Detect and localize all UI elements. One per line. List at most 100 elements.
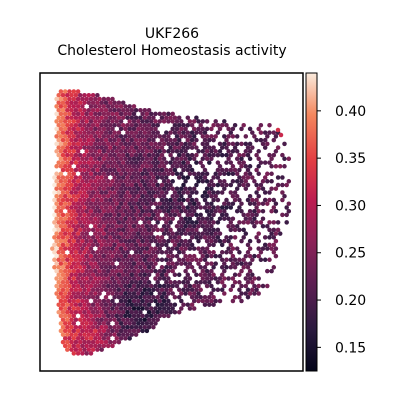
spot xyxy=(123,246,128,251)
spot xyxy=(148,216,154,221)
spot xyxy=(69,235,74,240)
spot xyxy=(101,96,107,102)
spot xyxy=(120,242,126,248)
spot xyxy=(148,149,154,154)
spot xyxy=(267,160,272,165)
spot xyxy=(52,212,57,218)
spot xyxy=(239,201,244,206)
spot xyxy=(265,179,270,184)
spot xyxy=(185,167,191,173)
spot xyxy=(211,220,216,225)
spot xyxy=(215,182,221,188)
spot xyxy=(60,235,66,240)
spot xyxy=(185,130,191,135)
spot xyxy=(133,115,139,120)
spot xyxy=(228,220,234,225)
spot xyxy=(245,182,251,188)
spot xyxy=(260,186,266,191)
spot xyxy=(97,343,102,349)
spot xyxy=(112,324,117,330)
spot xyxy=(234,223,240,229)
spot xyxy=(213,134,218,139)
spot xyxy=(155,152,160,158)
spot xyxy=(237,175,242,180)
spot xyxy=(65,257,70,263)
spot xyxy=(88,268,94,274)
spot xyxy=(204,223,210,229)
spot xyxy=(103,227,109,233)
spot xyxy=(95,107,100,113)
spot xyxy=(95,182,100,188)
spot xyxy=(241,235,246,240)
spot xyxy=(204,246,210,251)
spot xyxy=(127,164,132,169)
spot xyxy=(80,208,85,214)
spot xyxy=(131,313,137,319)
spot xyxy=(125,197,130,203)
spot xyxy=(232,280,238,285)
spot xyxy=(247,171,253,177)
spot xyxy=(114,231,120,236)
spot xyxy=(125,175,130,180)
spot xyxy=(54,104,59,109)
spot xyxy=(153,141,158,147)
spot xyxy=(155,317,160,322)
spot xyxy=(151,212,156,218)
spot xyxy=(267,190,272,195)
spot xyxy=(93,171,98,177)
spot xyxy=(164,250,169,255)
spot xyxy=(136,141,141,147)
spot xyxy=(84,216,89,221)
spot xyxy=(142,137,148,143)
spot xyxy=(157,141,163,147)
spot xyxy=(129,197,135,203)
spot xyxy=(151,235,156,240)
spot xyxy=(284,212,289,218)
spot xyxy=(129,190,135,195)
spot xyxy=(140,186,145,191)
spot xyxy=(73,287,79,293)
spot xyxy=(230,216,236,221)
spot xyxy=(80,328,85,334)
spot xyxy=(140,231,145,236)
spot xyxy=(77,167,83,173)
spot xyxy=(69,272,74,278)
spot xyxy=(101,306,107,311)
spot xyxy=(129,294,135,300)
spot xyxy=(86,227,92,233)
spot xyxy=(65,317,70,322)
spot xyxy=(99,324,104,330)
spot xyxy=(131,171,137,177)
spot xyxy=(196,126,201,132)
spot xyxy=(67,313,72,319)
spot xyxy=(73,122,79,128)
spot xyxy=(286,179,292,184)
spot xyxy=(144,231,150,236)
spot xyxy=(114,321,120,326)
spot xyxy=(73,280,79,285)
spot xyxy=(131,134,137,139)
spot xyxy=(183,276,188,281)
spot xyxy=(77,332,83,337)
spot xyxy=(155,130,160,135)
spot xyxy=(204,253,210,259)
spot xyxy=(62,179,68,184)
spot xyxy=(77,309,83,315)
spot xyxy=(133,130,139,135)
spot xyxy=(101,171,107,177)
spot xyxy=(256,231,261,236)
spot xyxy=(243,164,249,169)
spot xyxy=(198,265,203,270)
spot xyxy=(148,141,154,147)
spot xyxy=(241,257,246,263)
spot xyxy=(176,175,182,180)
spot xyxy=(131,283,137,289)
spot xyxy=(202,257,208,263)
spot xyxy=(254,137,259,143)
spot xyxy=(82,197,87,203)
spot xyxy=(71,171,77,177)
spot xyxy=(62,96,68,102)
spot xyxy=(56,309,61,315)
spot xyxy=(129,287,135,293)
spot xyxy=(138,227,143,233)
